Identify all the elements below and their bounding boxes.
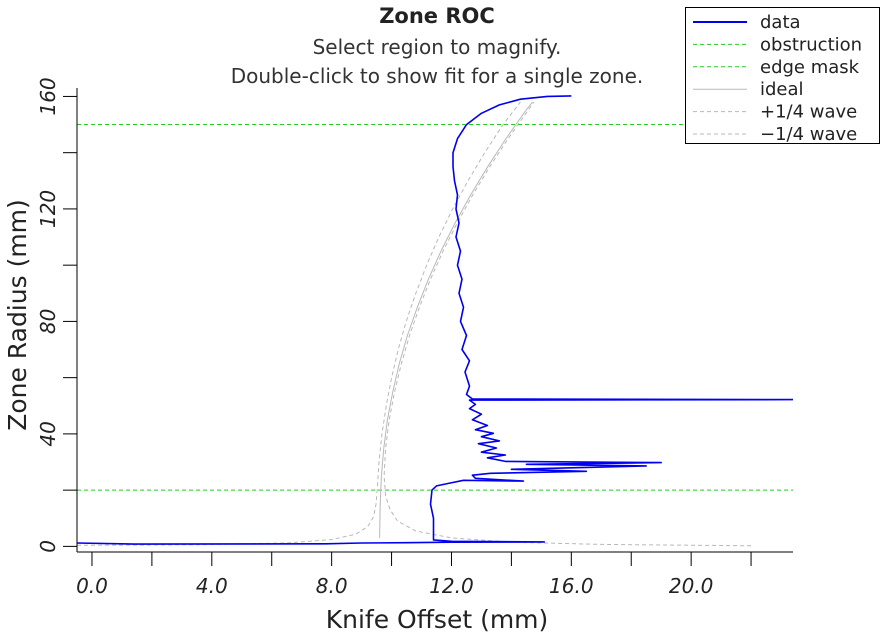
legend-label: ideal xyxy=(760,79,804,100)
x-tick-label: 12.0 xyxy=(429,574,474,598)
legend-label: −1/4 wave xyxy=(760,124,857,145)
y-axis-label: Zone Radius (mm) xyxy=(3,199,32,431)
ideal-line xyxy=(379,101,533,538)
y-tick-label: 40 xyxy=(36,421,60,446)
x-tick-label: 20.0 xyxy=(669,574,714,598)
chart-subtitle-line-2: Double-click to show fit for a single zo… xyxy=(231,64,644,88)
y-tick-label: 160 xyxy=(36,77,60,115)
data-line xyxy=(77,95,793,545)
x-tick-label: 8.0 xyxy=(316,574,348,598)
series-group xyxy=(77,95,793,547)
legend-label: +1/4 wave xyxy=(760,102,857,123)
chart-subtitle-line-1: Select region to magnify. xyxy=(313,35,562,59)
plot-area[interactable] xyxy=(77,95,882,547)
x-tick-label: 4.0 xyxy=(196,574,228,598)
y-tick-label: 0 xyxy=(36,540,60,553)
x-tick-label: 0.0 xyxy=(76,574,108,598)
axes: 0.0 4.0 8.0 12.0 16.0 20.0 0 40 80 120 160 xyxy=(36,77,793,598)
legend-label: edge mask xyxy=(760,57,860,78)
x-tick-label: 16.0 xyxy=(549,574,594,598)
y-tick-label: 120 xyxy=(36,190,60,228)
x-axis-label: Knife Offset (mm) xyxy=(326,605,549,634)
legend-box xyxy=(685,7,880,144)
chart-title: Zone ROC xyxy=(379,4,495,28)
plus-quarter-wave-line xyxy=(383,101,752,547)
legend-label: data xyxy=(760,12,801,33)
y-tick-label: 80 xyxy=(36,309,60,334)
legend-label: obstruction xyxy=(760,34,862,55)
minus-quarter-wave-line xyxy=(77,101,521,546)
